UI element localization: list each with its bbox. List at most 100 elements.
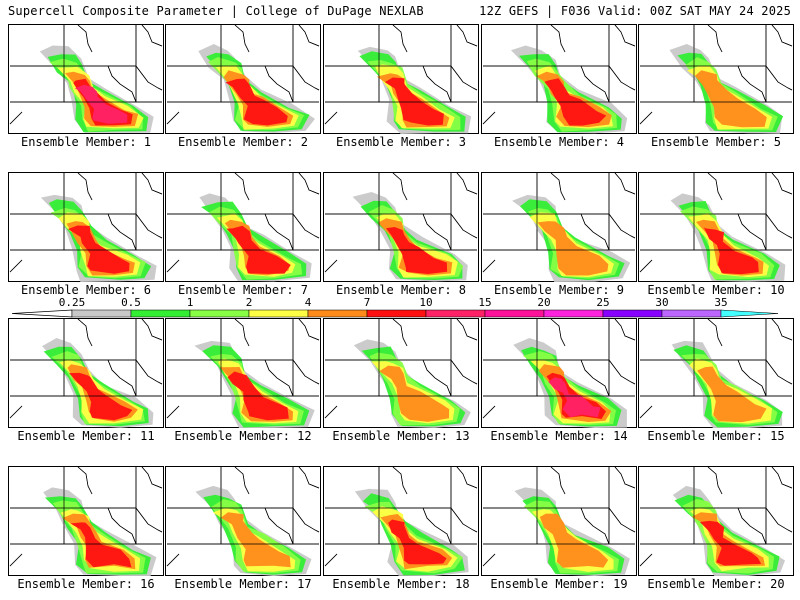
colorbar-swatch — [484, 309, 545, 318]
colorbar-swatch — [71, 309, 132, 318]
state-borders — [166, 466, 320, 567]
ensemble-member-panel: Ensemble Member: 16 — [8, 466, 164, 592]
ensemble-member-panel: Ensemble Member: 6 — [8, 172, 164, 298]
scp-contour — [548, 377, 601, 418]
member-map — [8, 466, 164, 576]
ensemble-member-panel: Ensemble Member: 4 — [481, 24, 637, 150]
state-borders — [639, 466, 793, 567]
scp-contour — [68, 225, 130, 274]
state-borders — [482, 318, 636, 419]
colorbar-swatch — [130, 309, 191, 318]
member-map — [8, 172, 164, 282]
ensemble-member-panel: Ensemble Member: 14 — [481, 318, 637, 444]
ensemble-member-panel: Ensemble Member: 8 — [323, 172, 479, 298]
member-caption: Ensemble Member: 11 — [17, 429, 155, 443]
state-borders — [639, 24, 793, 125]
colorbar-tick-label: 0.5 — [121, 296, 141, 309]
member-map — [481, 172, 637, 282]
colorbar-swatch — [602, 309, 663, 318]
member-caption: Ensemble Member: 10 — [647, 283, 785, 297]
member-caption: Ensemble Member: 3 — [335, 135, 467, 149]
ensemble-member-panel: Ensemble Member: 1 — [8, 24, 164, 150]
ensemble-member-panel: Ensemble Member: 10 — [638, 172, 794, 298]
member-caption: Ensemble Member: 5 — [650, 135, 782, 149]
member-caption: Ensemble Member: 18 — [332, 577, 470, 591]
member-map — [481, 318, 637, 428]
state-borders — [324, 318, 478, 419]
member-map — [481, 466, 637, 576]
state-borders — [639, 318, 793, 419]
ensemble-member-panel: Ensemble Member: 19 — [481, 466, 637, 592]
ensemble-member-panel: Ensemble Member: 12 — [165, 318, 321, 444]
state-borders — [482, 24, 636, 125]
member-map — [323, 172, 479, 282]
ensemble-member-panel: Ensemble Member: 18 — [323, 466, 479, 592]
colorbar-tick-label: 15 — [478, 296, 491, 309]
member-caption: Ensemble Member: 16 — [17, 577, 155, 591]
colorbar-tick-label: 20 — [537, 296, 550, 309]
colorbar-tick-label: 35 — [714, 296, 727, 309]
colorbar-tick-label: 1 — [187, 296, 194, 309]
colorbar-swatch — [366, 309, 427, 318]
colorbar-swatch — [248, 309, 309, 318]
member-map — [323, 24, 479, 134]
scp-contour — [697, 366, 767, 423]
colorbar-swatch — [307, 309, 368, 318]
state-borders — [324, 24, 478, 125]
state-borders — [324, 172, 478, 273]
ensemble-member-panel: Ensemble Member: 9 — [481, 172, 637, 298]
scp-contour — [388, 519, 447, 565]
state-borders — [166, 318, 320, 419]
scp-contour — [386, 227, 448, 274]
member-caption: Ensemble Member: 12 — [174, 429, 312, 443]
ensemble-member-panel: Ensemble Member: 2 — [165, 24, 321, 150]
member-map — [165, 318, 321, 428]
scp-contour — [69, 372, 133, 421]
member-map — [638, 172, 794, 282]
ensemble-member-panel: Ensemble Member: 13 — [323, 318, 479, 444]
colorbar-tick-label: 0.25 — [59, 296, 86, 309]
colorbar-swatch — [661, 309, 722, 318]
state-borders — [639, 172, 793, 273]
member-caption: Ensemble Member: 9 — [493, 283, 625, 297]
colorbar-swatch — [425, 309, 486, 318]
ensemble-member-panel: Ensemble Member: 5 — [638, 24, 794, 150]
map-title: Supercell Composite Parameter | College … — [8, 4, 424, 18]
member-caption: Ensemble Member: 14 — [490, 429, 628, 443]
state-borders — [166, 172, 320, 273]
ensemble-member-panel: Ensemble Member: 20 — [638, 466, 794, 592]
ensemble-member-panel: Ensemble Member: 3 — [323, 24, 479, 150]
state-borders — [9, 318, 163, 419]
valid-time-label: 12Z GEFS | F036 Valid: 00Z SAT MAY 24 20… — [479, 4, 791, 18]
scp-contour — [74, 84, 128, 124]
member-caption: Ensemble Member: 6 — [20, 283, 152, 297]
scp-contour — [384, 77, 444, 126]
state-borders — [324, 466, 478, 567]
colorbar-legend: 0.25 0.5 1 2 4 7 10 15 20 25 30 35 — [10, 296, 790, 320]
ensemble-member-panel: Ensemble Member: 7 — [165, 172, 321, 298]
member-map — [165, 24, 321, 134]
scp-contour — [699, 520, 762, 566]
colorbar-swatch — [543, 309, 604, 318]
member-caption: Ensemble Member: 15 — [647, 429, 785, 443]
member-caption: Ensemble Member: 8 — [335, 283, 467, 297]
colorbar-tick-label: 2 — [246, 296, 253, 309]
member-caption: Ensemble Member: 13 — [332, 429, 470, 443]
scp-contour — [694, 70, 767, 128]
ensemble-member-panel: Ensemble Member: 11 — [8, 318, 164, 444]
member-caption: Ensemble Member: 17 — [174, 577, 312, 591]
state-borders — [9, 24, 163, 125]
member-map — [323, 466, 479, 576]
colorbar-tick-label: 10 — [419, 296, 432, 309]
member-caption: Ensemble Member: 7 — [177, 283, 309, 297]
ensemble-member-panel: Ensemble Member: 15 — [638, 318, 794, 444]
member-map — [638, 318, 794, 428]
member-caption: Ensemble Member: 1 — [20, 135, 152, 149]
ensemble-member-panel: Ensemble Member: 17 — [165, 466, 321, 592]
member-caption: Ensemble Member: 2 — [177, 135, 309, 149]
scp-contour — [70, 522, 132, 568]
state-borders — [166, 24, 320, 125]
member-map — [8, 24, 164, 134]
state-borders — [9, 466, 163, 567]
member-map — [8, 318, 164, 428]
